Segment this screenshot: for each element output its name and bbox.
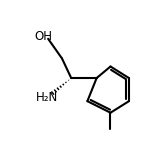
Text: OH: OH xyxy=(34,30,52,43)
Text: H₂N: H₂N xyxy=(35,91,58,104)
